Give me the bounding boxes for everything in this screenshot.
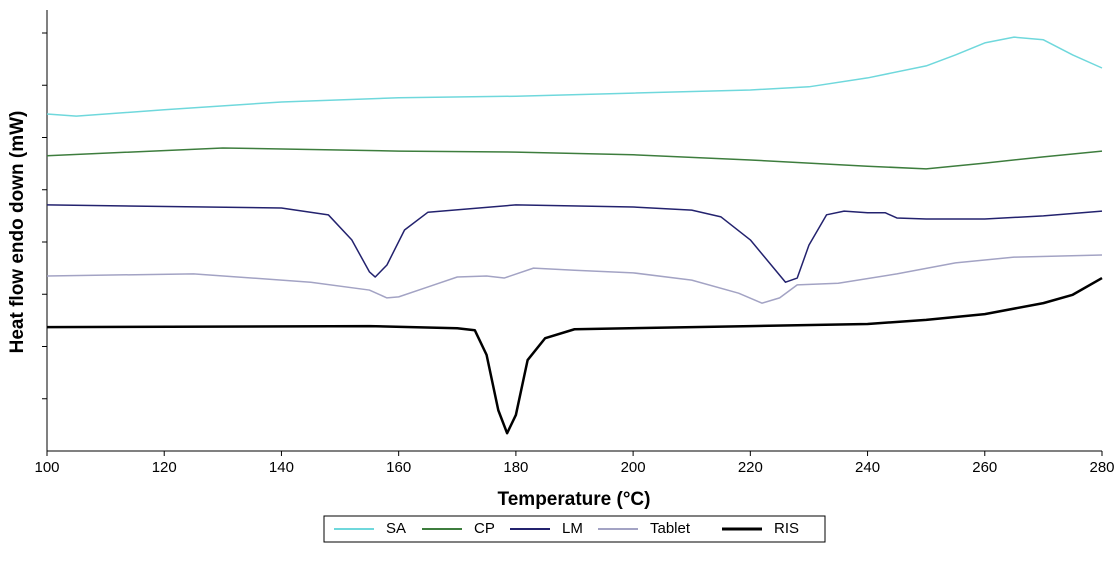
x-tick-label: 200 — [621, 459, 646, 476]
legend-label: SA — [386, 520, 406, 537]
legend: SA CP LM Tablet RIS — [323, 515, 826, 543]
legend-label: CP — [474, 520, 495, 537]
legend-label: LM — [562, 520, 583, 537]
x-tick-label: 160 — [386, 459, 411, 476]
x-tick-label: 220 — [738, 459, 763, 476]
x-tick-label: 120 — [152, 459, 177, 476]
x-tick-label: 100 — [34, 459, 59, 476]
series-line — [46, 36, 1103, 117]
series-line — [46, 276, 1103, 435]
legend-label: RIS — [774, 520, 799, 537]
x-tick-label: 140 — [269, 459, 294, 476]
x-axis-title: Temperature (°C) — [498, 489, 651, 510]
x-tick-label: 180 — [503, 459, 528, 476]
series-line — [46, 254, 1103, 304]
legend-label: Tablet — [650, 520, 691, 537]
y-axis-title: Heat flow endo down (mW) — [7, 111, 28, 354]
x-tick-label: 260 — [972, 459, 997, 476]
series-line — [46, 204, 1103, 283]
x-tick-label: 280 — [1089, 459, 1114, 476]
x-tick-label: 240 — [855, 459, 880, 476]
series-line — [46, 147, 1103, 170]
